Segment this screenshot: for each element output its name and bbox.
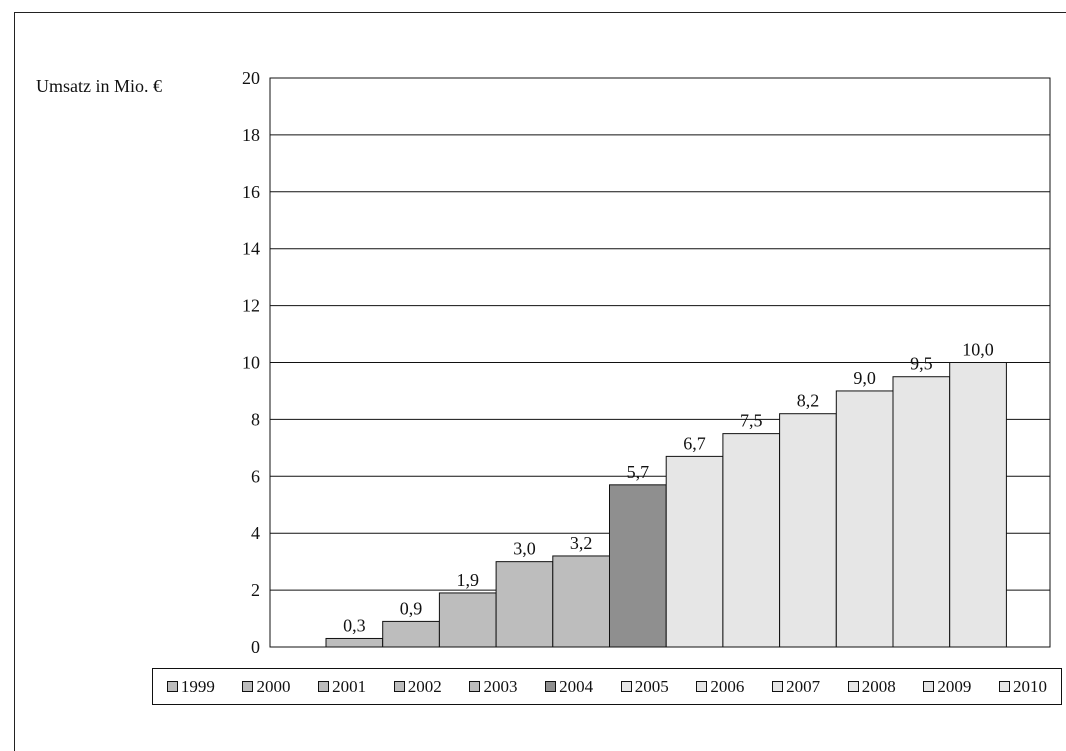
legend-swatch (166, 681, 178, 692)
data-label: 1,9 (457, 570, 480, 590)
legend-item: 1999 (166, 676, 215, 697)
legend-label: 2010 (1013, 676, 1048, 696)
legend-label: 2004 (559, 676, 594, 696)
y-tick-label: 20 (242, 68, 260, 88)
bar (382, 620, 440, 648)
data-label: 7,5 (740, 411, 763, 431)
legend-swatch (469, 681, 481, 692)
data-label: 0,9 (400, 598, 423, 618)
data-label: 3,0 (513, 539, 536, 559)
legend-label: 2000 (256, 676, 291, 696)
data-label: 6,7 (683, 433, 706, 453)
data-label: 9,0 (853, 368, 876, 388)
y-tick-label: 4 (251, 523, 260, 543)
legend-swatch (847, 681, 859, 692)
legend-label: 2007 (786, 676, 821, 696)
legend-swatch (620, 681, 632, 692)
y-tick-label: 2 (251, 580, 260, 600)
data-label: 8,2 (797, 391, 820, 411)
data-label: 5,7 (627, 462, 650, 482)
bar (552, 555, 610, 648)
y-axis-label: Umsatz in Mio. € (36, 76, 162, 96)
y-tick-label: 18 (242, 125, 260, 145)
legend-swatch (318, 681, 330, 692)
y-tick-label: 10 (242, 353, 260, 373)
legend-item: 2009 (923, 677, 971, 697)
chart-frame (14, 12, 1066, 751)
bar (835, 390, 894, 648)
legend-swatch (772, 681, 784, 692)
legend-label: 2003 (483, 676, 518, 696)
legend-item: 2000 (242, 677, 290, 697)
legend-item: 2004 (545, 677, 593, 697)
legend-swatch (923, 681, 935, 692)
legend-label: 2002 (407, 676, 442, 696)
legend-label: 2009 (937, 676, 972, 696)
y-tick-label: 16 (242, 182, 260, 202)
legend-item: 2005 (620, 676, 669, 697)
data-label: 10,0 (962, 340, 994, 360)
data-label: 9,5 (910, 354, 933, 374)
y-tick-label: 12 (242, 296, 260, 316)
legend-item: 2003 (469, 677, 517, 697)
legend-label: 2006 (710, 676, 745, 696)
bar (779, 413, 837, 648)
legend-swatch (696, 681, 708, 692)
legend: 1999 2000 2001 2002 2003 2004 2005 2006 2007 2008… (152, 668, 1062, 705)
legend-swatch (999, 681, 1011, 692)
legend-swatch (545, 681, 557, 692)
legend-label: 2001 (332, 676, 367, 696)
data-label: 3,2 (570, 533, 593, 553)
y-tick-label: 14 (242, 239, 260, 259)
legend-label: 2005 (634, 676, 669, 696)
bar (495, 561, 554, 648)
legend-label: 1999 (180, 676, 215, 696)
legend-item: 2008 (847, 676, 896, 697)
bar (325, 637, 384, 648)
y-tick-label: 8 (251, 409, 260, 429)
legend-item: 2001 (318, 677, 366, 697)
y-tick-label: 0 (251, 637, 260, 657)
bar (665, 455, 724, 648)
legend-item: 2002 (393, 676, 442, 697)
legend-item: 2006 (696, 677, 744, 697)
bar (609, 484, 667, 648)
bar (722, 433, 781, 648)
bar (949, 362, 1007, 648)
legend-label: 2008 (861, 676, 896, 696)
legend-item: 2007 (772, 677, 820, 697)
bar (892, 376, 951, 648)
legend-item: 2010 (999, 677, 1047, 697)
bar (438, 592, 497, 648)
data-label: 0,3 (343, 615, 366, 635)
legend-swatch (242, 681, 254, 692)
y-tick-label: 6 (251, 466, 260, 486)
legend-swatch (393, 681, 405, 692)
